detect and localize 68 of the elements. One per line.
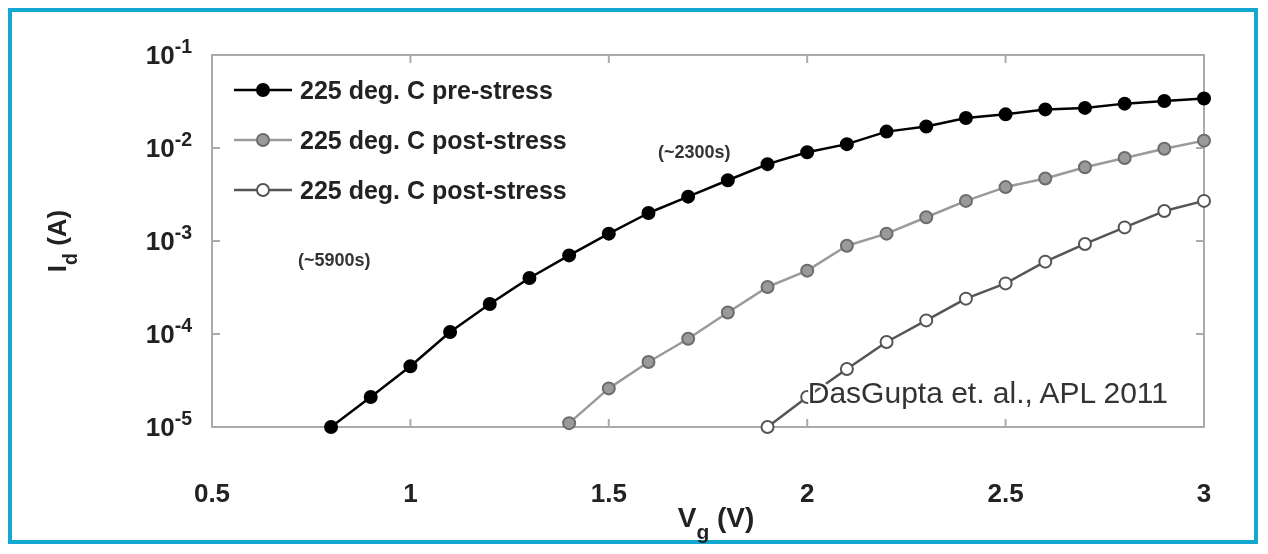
point (760, 157, 775, 172)
point (1197, 193, 1211, 208)
x-tick-label: 2 (799, 478, 815, 508)
point (1038, 102, 1053, 117)
x-tick-label: 3 (1196, 478, 1212, 508)
point (1157, 141, 1172, 156)
point (681, 189, 696, 204)
point (958, 193, 973, 208)
point (958, 111, 973, 126)
annotation: (~2300s) (658, 142, 731, 162)
point (800, 263, 815, 278)
point (1077, 100, 1092, 115)
y-tick-label: 10$^{-2}$ (145, 128, 193, 163)
point (1038, 254, 1053, 269)
point (562, 248, 577, 263)
point (1197, 91, 1211, 106)
point (720, 173, 735, 188)
point (839, 238, 854, 253)
point (998, 107, 1013, 122)
point (601, 381, 616, 396)
point (1077, 160, 1092, 175)
point (800, 145, 815, 160)
point (1077, 236, 1092, 251)
point (919, 210, 934, 225)
point (1117, 96, 1132, 111)
point (324, 420, 339, 434)
point (522, 271, 537, 286)
y-tick-label: 10$^{-3}$ (145, 221, 193, 256)
point (720, 305, 735, 320)
point (958, 291, 973, 306)
point (879, 124, 894, 139)
point (443, 325, 458, 340)
point (879, 226, 894, 241)
x-axis-title: V$_{g}$ (V) (677, 502, 755, 543)
point (482, 297, 497, 312)
point (919, 119, 934, 134)
x-tick-label: 0.5 (193, 478, 231, 508)
x-tick-label: 1.5 (590, 478, 627, 508)
point (1197, 133, 1211, 148)
legend-label: 225 deg. C post-stress (300, 126, 567, 154)
point (403, 359, 418, 374)
point (760, 420, 775, 434)
x-tick-label: 2.5 (987, 478, 1024, 508)
point (1157, 94, 1172, 109)
y-tick-label: 10$^{-5}$ (145, 407, 193, 442)
point (1157, 204, 1172, 219)
y-tick-label: 10$^{-1}$ (145, 35, 193, 70)
annotation: (~5900s) (298, 250, 371, 270)
point (998, 276, 1013, 291)
point (601, 226, 616, 241)
point (998, 180, 1013, 195)
legend-label: 225 deg. C pre-stress (300, 76, 553, 104)
point (363, 390, 378, 405)
y-tick-label: 10$^{-4}$ (145, 314, 193, 349)
point (641, 355, 656, 369)
point (879, 335, 894, 350)
legend-label: 225 deg. C post-stress (300, 176, 567, 204)
point (1117, 151, 1132, 166)
point (1117, 220, 1132, 235)
x-tick-label: 1 (403, 478, 418, 508)
point (562, 416, 577, 431)
point (760, 280, 775, 295)
point (641, 206, 656, 220)
point (919, 313, 934, 328)
point (1038, 171, 1053, 186)
point (839, 137, 854, 152)
point (681, 331, 696, 346)
point (839, 362, 854, 377)
